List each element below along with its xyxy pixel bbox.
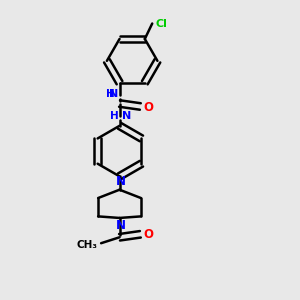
Text: Cl: Cl bbox=[155, 19, 167, 28]
Text: CH₃: CH₃ bbox=[76, 240, 98, 250]
Text: O: O bbox=[144, 228, 154, 241]
Text: N: N bbox=[116, 175, 125, 188]
Text: N: N bbox=[116, 219, 125, 232]
Text: N: N bbox=[122, 111, 131, 121]
Text: O: O bbox=[143, 101, 153, 115]
Text: N: N bbox=[109, 89, 118, 99]
Text: H: H bbox=[110, 111, 118, 121]
Text: H: H bbox=[106, 89, 115, 99]
